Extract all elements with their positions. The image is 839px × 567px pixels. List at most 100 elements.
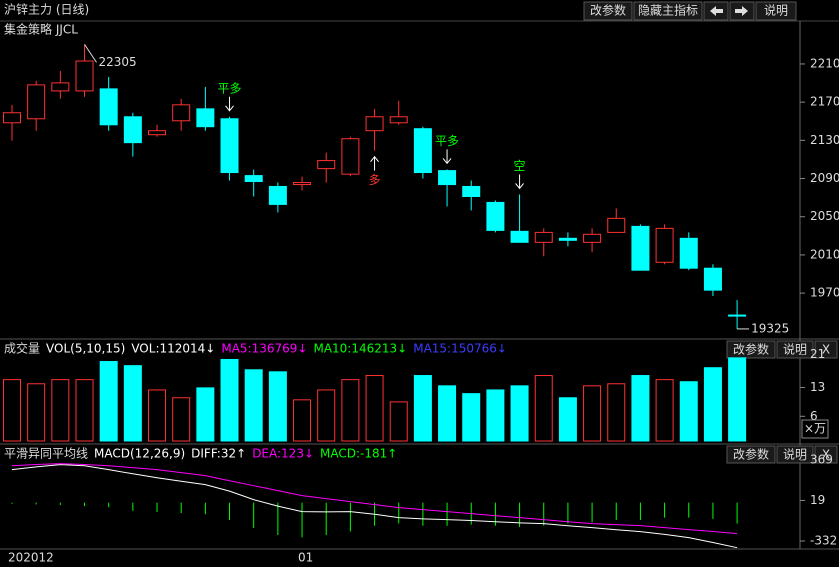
volume-bar xyxy=(486,389,505,442)
volume-bar xyxy=(317,389,336,442)
candle-body xyxy=(583,233,602,243)
candle-body xyxy=(268,185,287,205)
candle-body xyxy=(510,230,529,243)
volume-bar xyxy=(172,397,191,442)
volume-bar xyxy=(510,385,529,442)
volume-bar xyxy=(268,371,287,442)
candle-body xyxy=(558,237,577,241)
button[interactable] xyxy=(583,1,633,21)
candle-body xyxy=(607,217,626,233)
volume-bar xyxy=(607,383,626,442)
button[interactable] xyxy=(776,445,814,464)
y-tick-label: 21700 xyxy=(810,95,839,109)
chart-title: 集金策略 JJCL xyxy=(4,22,78,37)
volume-bar xyxy=(148,389,167,442)
button-label[interactable]: 改参数 xyxy=(733,447,769,462)
candle-body xyxy=(317,160,336,170)
button-label[interactable]: 改参数 xyxy=(733,342,769,357)
legend-entry: VOL(5,10,15) xyxy=(46,342,125,356)
volume-bar xyxy=(75,379,94,442)
candle-body xyxy=(389,116,408,124)
unit-label: ×万 xyxy=(804,422,826,436)
y-tick-label: -332 xyxy=(810,533,837,547)
signal-label: 平多 xyxy=(435,134,459,148)
panel-title: 成交量 xyxy=(4,341,40,356)
volume-bar xyxy=(534,375,553,442)
signal-label: 空 xyxy=(514,159,526,173)
candle-body xyxy=(486,201,505,231)
candle-body xyxy=(655,227,674,263)
y-tick-label: 19 xyxy=(810,493,825,507)
y-tick-label: 369 xyxy=(810,453,833,467)
volume-bar xyxy=(220,358,239,442)
volume-bar xyxy=(123,365,142,442)
candle-body xyxy=(341,138,360,175)
button-label[interactable]: 说明 xyxy=(783,447,807,462)
legend-entry: DIFF:32↑ xyxy=(191,447,246,461)
volume-bar xyxy=(655,379,674,442)
button-label[interactable]: X xyxy=(822,343,830,357)
candle-body xyxy=(196,108,215,128)
volume-bar xyxy=(631,375,650,442)
volume-bar xyxy=(51,379,70,442)
y-tick-label: 21300 xyxy=(810,133,839,147)
macd-line xyxy=(11,463,738,535)
y-tick-label: 21 xyxy=(810,347,825,361)
y-tick-label: 20100 xyxy=(810,247,839,261)
candle-body xyxy=(293,182,312,186)
signal-arrow xyxy=(370,155,379,171)
button-label[interactable]: 隐藏主指标 xyxy=(638,3,698,18)
candle-body xyxy=(631,225,650,271)
unit-box xyxy=(801,419,829,439)
candle-body xyxy=(534,231,553,243)
signal-arrow xyxy=(225,96,234,112)
candle-body xyxy=(244,175,263,183)
signal-arrow xyxy=(515,174,524,190)
extreme-label: 19325 xyxy=(751,321,789,335)
volume-bar xyxy=(558,397,577,442)
candle-body xyxy=(413,128,432,174)
candle-body xyxy=(51,82,70,92)
button[interactable] xyxy=(633,1,703,21)
volume-bar xyxy=(27,383,46,442)
button-label[interactable]: 改参数 xyxy=(590,3,626,18)
candle-body xyxy=(728,314,747,317)
candle-body xyxy=(462,185,481,197)
button[interactable] xyxy=(814,445,838,464)
x-tick-label: 01 xyxy=(298,551,313,565)
button[interactable] xyxy=(726,340,776,359)
macd-line xyxy=(11,464,738,549)
candle-body xyxy=(365,116,384,132)
legend-entry: DEA:123↓ xyxy=(252,447,314,461)
volume-bar xyxy=(438,385,457,442)
volume-bar xyxy=(99,361,118,442)
button[interactable] xyxy=(776,340,814,359)
button-label[interactable]: X xyxy=(822,448,830,462)
button[interactable] xyxy=(726,445,776,464)
button-label[interactable]: 说明 xyxy=(764,3,788,18)
prev-icon[interactable] xyxy=(710,6,723,16)
volume-bar xyxy=(389,401,408,442)
button[interactable] xyxy=(814,340,838,359)
button[interactable] xyxy=(755,1,797,21)
candle-body xyxy=(148,130,167,136)
volume-bar xyxy=(293,399,312,442)
y-tick-label: 20500 xyxy=(810,209,839,223)
y-tick-label: 13 xyxy=(810,380,825,394)
volume-bar xyxy=(679,381,698,442)
y-tick-label: 19700 xyxy=(810,286,839,300)
volume-bar xyxy=(341,379,360,442)
legend-entry: MA10:146213↓ xyxy=(313,342,407,356)
next-icon[interactable] xyxy=(735,6,748,16)
candle-body xyxy=(172,104,191,122)
legend-entry: MA5:136769↓ xyxy=(221,342,307,356)
candle-body xyxy=(438,170,457,186)
candle-body xyxy=(3,112,21,124)
button-label[interactable]: 说明 xyxy=(783,342,807,357)
y-tick-label: 6 xyxy=(810,409,818,423)
volume-bar xyxy=(728,357,747,442)
legend-entry: MA15:150766↓ xyxy=(413,342,507,356)
y-tick-label: 20900 xyxy=(810,171,839,185)
